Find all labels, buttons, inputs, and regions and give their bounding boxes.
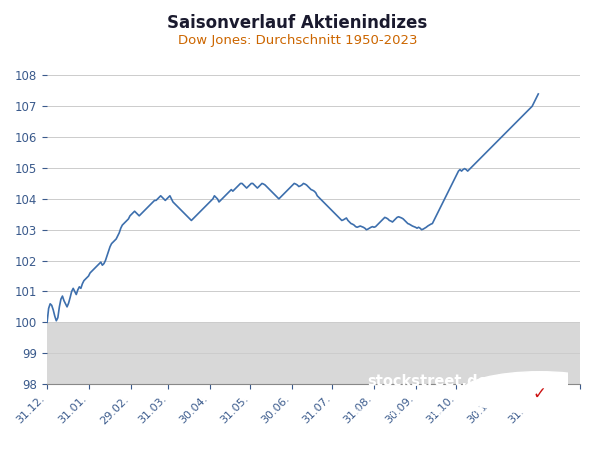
Circle shape [461,372,595,413]
Text: Saisonverlauf Aktienindizes: Saisonverlauf Aktienindizes [167,14,428,32]
Text: ✓: ✓ [533,385,547,403]
Bar [47,60,580,322]
Text: stockstreet.de: stockstreet.de [368,374,488,389]
Text: Dow Jones: Durchschnitt 1950-2023: Dow Jones: Durchschnitt 1950-2023 [178,34,417,47]
Bar [47,322,580,384]
Text: unabhängig • strategisch • treffsicher: unabhängig • strategisch • treffsicher [355,407,501,416]
